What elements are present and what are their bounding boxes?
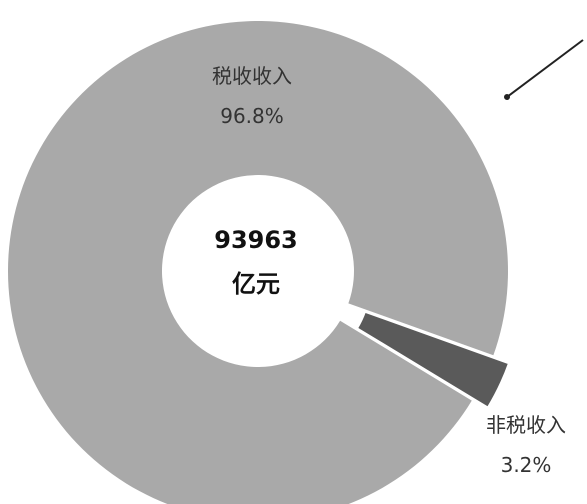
non-tax-revenue-label: 非税收入	[486, 413, 566, 437]
slice-non-tax-revenue	[354, 309, 512, 411]
tax-revenue-percent: 96.8%	[220, 104, 284, 128]
leader-line-dot	[504, 94, 510, 100]
slice-tax-revenue	[8, 21, 508, 504]
non-tax-revenue-percent: 3.2%	[501, 453, 552, 477]
center-total-unit: 亿元	[232, 270, 280, 298]
tax-revenue-label: 税收收入	[212, 64, 292, 88]
center-total-value: 93963	[214, 226, 298, 254]
leader-line	[506, 39, 584, 98]
